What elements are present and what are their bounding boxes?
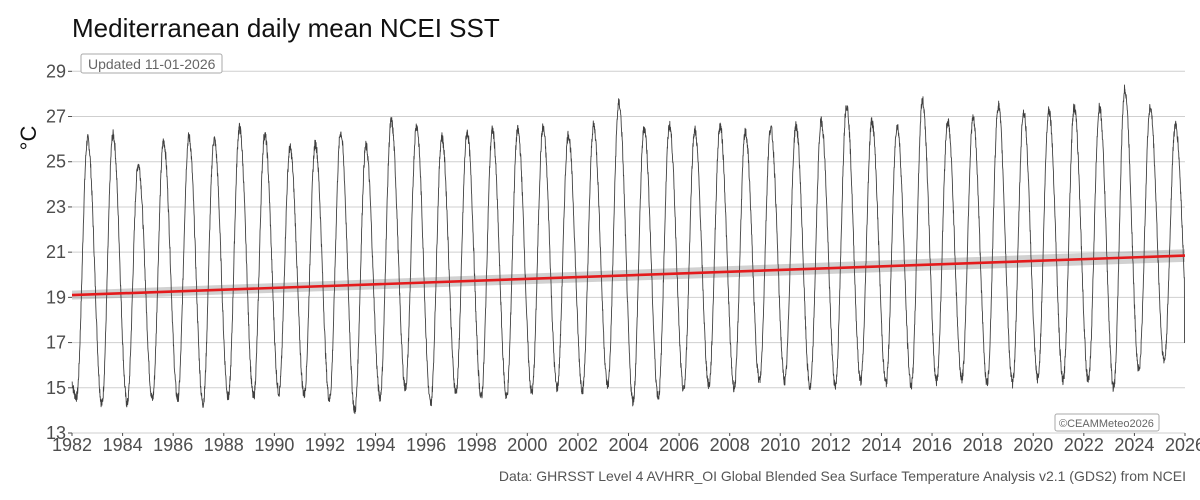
y-tick-label: 27 (46, 107, 66, 127)
updated-badge-box (80, 53, 223, 74)
x-tick-label: 1990 (254, 435, 294, 455)
x-tick-label: 2004 (608, 435, 648, 455)
axes: 13 15 17 19 21 23 25 27 29 1982 1984 1986 1988 1990 19… (46, 61, 1200, 455)
x-tick-label: 2000 (507, 435, 547, 455)
x-tick-label: 2014 (861, 435, 901, 455)
y-tick-label: 29 (46, 61, 66, 81)
sst-series (71, 84, 1186, 415)
x-tick-label: 2026 (1165, 435, 1200, 455)
x-tick-label: 2010 (760, 435, 800, 455)
y-tick-label: 15 (46, 378, 66, 398)
y-axis-label: °C (16, 126, 41, 151)
credit-badge-box (1054, 413, 1160, 432)
x-tick-label: 1986 (153, 435, 193, 455)
credit-text: ©CEAMMeteo2026 (1059, 418, 1154, 430)
x-tick-label: 1996 (406, 435, 446, 455)
y-tick-label: 23 (46, 197, 66, 217)
x-tick-label: 1988 (204, 435, 244, 455)
x-tick-label: 2024 (1114, 435, 1154, 455)
x-tick-label: 1992 (305, 435, 345, 455)
y-tick-label: 17 (46, 333, 66, 353)
x-tick-label: 2020 (1013, 435, 1053, 455)
x-tick-label: 2018 (963, 435, 1003, 455)
x-tick-label: 2012 (811, 435, 851, 455)
x-tick-label: 1984 (103, 435, 143, 455)
chart-title: Mediterranean daily mean NCEI SST (72, 13, 500, 43)
x-tick-label: 2022 (1064, 435, 1104, 455)
updated-badge-text: Updated 11-01-2026 (88, 56, 216, 72)
sst-line (71, 84, 1186, 415)
x-tick-label: 2006 (659, 435, 699, 455)
y-tick-label: 21 (46, 242, 66, 262)
y-tick-label: 19 (46, 287, 66, 307)
trend-series (71, 254, 1186, 297)
x-tick-label: 2016 (912, 435, 952, 455)
credit-badge: ©CEAMMeteo2026 (1054, 413, 1160, 432)
updated-badge: Updated 11-01-2026 (80, 53, 223, 74)
x-tick-label: 1982 (52, 435, 92, 455)
y-tick-label: 25 (46, 152, 66, 172)
source-caption: Data: GHRSST Level 4 AVHRR_OI Global Ble… (498, 468, 1186, 484)
x-tick-label: 2002 (558, 435, 598, 455)
x-tick-label: 2008 (710, 435, 750, 455)
y-tick-label: 13 (46, 423, 66, 443)
trend-line (71, 254, 1186, 297)
x-tick-label: 1994 (356, 435, 396, 455)
x-tick-label: 1998 (457, 435, 497, 455)
